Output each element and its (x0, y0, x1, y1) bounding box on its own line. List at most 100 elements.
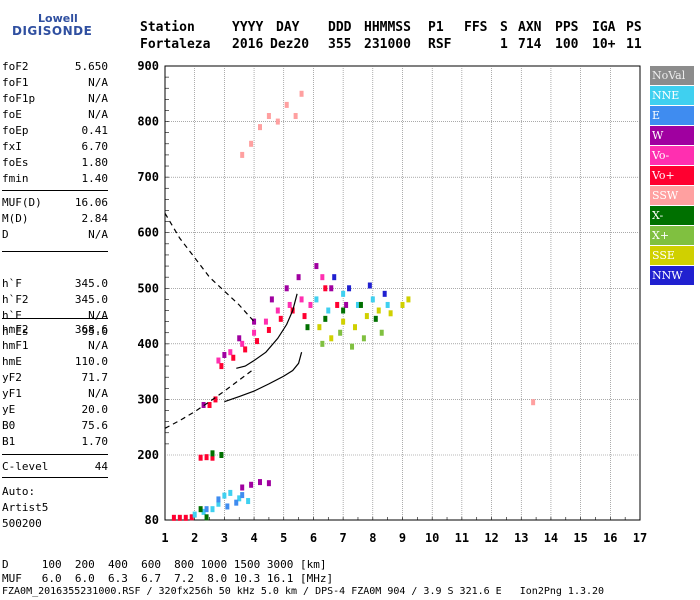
echo-point (219, 363, 224, 370)
echo-point (358, 301, 363, 308)
param-row: hmF2 368.6 (2, 322, 108, 338)
echo-point (216, 357, 221, 364)
polarization-legend: NoVal NNE E W Vo- Vo+ SSW X- X+ SSE NNW (650, 66, 694, 286)
legend-item: X- (650, 206, 694, 225)
echo-point (210, 506, 215, 513)
header-label: FFS (464, 20, 488, 35)
logo-line2: DIGISONDE (12, 24, 93, 38)
x-tick-label: 4 (250, 531, 257, 545)
param-row: fxI 6.70 (2, 139, 108, 155)
echo-point (192, 511, 197, 518)
echo-point (222, 351, 227, 358)
autoscale-line1: Auto: (2, 485, 36, 498)
y-tick-label: 800 (137, 115, 159, 129)
autoscale-info: Auto: Artist5 500200 (2, 484, 48, 532)
param-value: 44 (94, 460, 108, 473)
profile-curve (236, 293, 298, 369)
echo-point (287, 301, 292, 308)
param-name: hmF2 (2, 323, 29, 336)
param-value: 20.0 (81, 403, 109, 416)
param-name: D (2, 228, 9, 241)
echo-point (207, 401, 212, 408)
echo-point (350, 343, 355, 350)
echo-point (266, 480, 271, 487)
echo-point (329, 335, 334, 342)
y-tick-label: 400 (137, 337, 159, 351)
echo-point (249, 481, 254, 488)
header-value: 1 (500, 37, 508, 52)
echo-point (219, 452, 224, 458)
legend-item: E (650, 106, 694, 125)
echo-point (275, 118, 280, 125)
param-row: MUF(D) 16.06 (2, 195, 108, 211)
echo-point (341, 318, 346, 325)
x-tick-label: 11 (455, 531, 469, 545)
legend-item: X+ (650, 226, 694, 245)
param-row: h`Es 95.0 (2, 324, 108, 340)
echo-point (177, 514, 182, 521)
param-name: h`F2 (2, 293, 29, 306)
param-value: N/A (88, 76, 108, 89)
echo-point (183, 514, 188, 521)
echo-point (329, 285, 334, 292)
echo-point (531, 399, 536, 406)
echo-point (275, 307, 280, 314)
param-row: C-level 44 (2, 459, 108, 475)
x-tick-label: 15 (573, 531, 587, 545)
header-label: HHMMSS (364, 20, 411, 35)
echo-point (344, 301, 349, 308)
param-name: yE (2, 403, 16, 416)
header-value: 714 (518, 37, 542, 52)
header-label: PPS (555, 20, 579, 35)
param-row: foF2 5.650 (2, 59, 108, 75)
params-group2: MUF(D) 16.06 M(D) 2.84 D N/A (2, 195, 108, 243)
param-row: yF1 N/A (2, 386, 108, 402)
echo-point (228, 349, 233, 356)
y-tick-label: 300 (137, 392, 159, 406)
header-label: DDD (328, 20, 352, 35)
echo-point (284, 285, 289, 292)
echo-point (332, 274, 337, 281)
echo-point (364, 313, 369, 320)
y-tick-label: 900 (137, 59, 159, 73)
header-label: Station (140, 20, 195, 35)
param-row: hmE 110.0 (2, 354, 108, 370)
echo-point (379, 329, 384, 336)
echo-point (305, 324, 310, 331)
echo-point (278, 315, 283, 322)
param-name: foF1p (2, 92, 36, 105)
echo-point (314, 296, 319, 303)
echo-point (263, 318, 268, 325)
legend-item: Vo+ (650, 166, 694, 185)
param-value: N/A (88, 92, 108, 105)
param-row: foF1 N/A (2, 75, 108, 91)
param-row: D N/A (2, 227, 108, 243)
param-value: 75.6 (81, 419, 109, 432)
echo-point (323, 315, 328, 322)
param-row: foEs 1.80 (2, 155, 108, 171)
param-value: N/A (88, 339, 108, 352)
header-value: 100 (555, 37, 579, 52)
legend-item: NNE (650, 86, 694, 105)
x-tick-label: 5 (280, 531, 287, 545)
param-name: h`F (2, 277, 22, 290)
param-row: yE 20.0 (2, 402, 108, 418)
legend-item: NoVal (650, 66, 694, 85)
legend-item: W (650, 126, 694, 145)
param-name: foF2 (2, 60, 29, 73)
y-tick-label: 200 (137, 448, 159, 462)
x-tick-label: 9 (399, 531, 406, 545)
panel-divider (2, 477, 108, 478)
header-label: S (500, 20, 508, 35)
echo-point (210, 450, 215, 457)
echo-point (171, 514, 176, 521)
echo-point (201, 508, 206, 515)
echo-point (400, 301, 405, 308)
param-row: yF2 71.7 (2, 370, 108, 386)
echo-point (338, 329, 343, 336)
echo-point (204, 506, 209, 513)
echo-point (299, 90, 304, 97)
echo-point (266, 326, 271, 333)
echo-point (302, 313, 307, 320)
param-value: N/A (88, 387, 108, 400)
